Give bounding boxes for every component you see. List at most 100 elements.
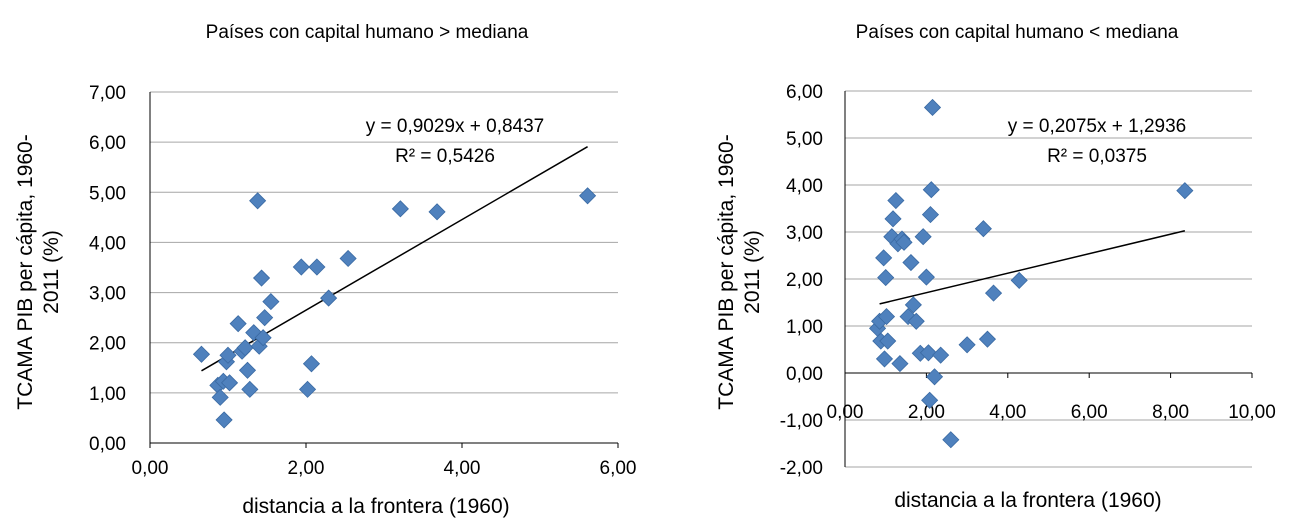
y-tick-label: 3,00 [786, 223, 823, 244]
scatter-point [220, 374, 239, 392]
y-tick-label: 4,00 [786, 176, 823, 197]
chart-right: Países con capital humano < mediana -2,0… [715, 22, 1276, 512]
y-tick-label: 7,00 [89, 83, 126, 104]
scatter-point [891, 355, 909, 373]
scatter-point [391, 200, 409, 218]
x-tick-label: 10,00 [1228, 402, 1276, 423]
scatter-point [308, 258, 326, 276]
scatter-point [887, 191, 905, 210]
chart-right-axes [844, 91, 1253, 467]
y-tick-label: 2,00 [786, 270, 823, 291]
y-tick-label: 1,00 [89, 384, 126, 405]
chart-left-y-axis-title-line2: 2011 (%) [40, 230, 63, 314]
scatter-point [219, 346, 237, 364]
scatter-point [302, 355, 321, 373]
chart-left-x-tick-labels: 0,00 2,00 4,00 6,00 [132, 458, 637, 479]
scatter-point [252, 269, 271, 287]
x-tick-label: 6,00 [600, 458, 637, 479]
scatter-point [942, 431, 960, 449]
chart-left-r-squared: R² = 0,5426 [395, 146, 495, 167]
chart-left-title: Países con capital humano > mediana [206, 22, 529, 43]
scatter-point [919, 344, 938, 362]
scatter-point [932, 346, 950, 364]
x-tick-label: 0,00 [132, 458, 169, 479]
chart-right-trendline [879, 230, 1186, 305]
y-tick-label: 5,00 [89, 183, 126, 204]
chart-right-y-axis-title-line1: TCAMA PIB per cápita, 1960- [715, 134, 738, 409]
y-tick-label: 6,00 [786, 82, 823, 103]
scatter-point [921, 206, 940, 224]
chart-right-r-squared: R² = 0,0375 [1047, 146, 1147, 167]
scatter-point [211, 388, 229, 406]
scatter-point [914, 228, 932, 246]
chart-left-points [192, 187, 597, 429]
chart-left-y-axis-title-line1: TCAMA PIB per cápita, 1960- [14, 134, 37, 409]
y-tick-label: 1,00 [786, 317, 823, 338]
x-tick-label: 4,00 [989, 402, 1026, 423]
scatter-point [292, 258, 310, 276]
chart-right-x-tick-labels: 0,00 2,00 4,00 6,00 8,00 10,00 [827, 402, 1276, 423]
trendline [879, 230, 1186, 305]
scatter-point [974, 220, 992, 238]
y-tick-label: 0,00 [786, 364, 823, 385]
x-tick-label: 2,00 [908, 402, 945, 423]
scatter-point [236, 339, 254, 357]
scatter-point [907, 312, 925, 330]
scatter-point [879, 332, 897, 350]
scatter-point [241, 380, 259, 398]
scatter-point [298, 380, 317, 398]
scatter-point [922, 181, 940, 199]
scatter-point [215, 411, 233, 429]
scatter-point [875, 350, 894, 368]
x-tick-label: 0,00 [827, 402, 864, 423]
scatter-point [902, 253, 920, 272]
scatter-point [192, 345, 211, 363]
scatter-point [875, 249, 893, 267]
scatter-point [917, 268, 935, 286]
y-tick-label: -2,00 [780, 458, 823, 479]
chart-right-title: Países con capital humano < mediana [856, 22, 1179, 43]
scatter-point [978, 330, 997, 348]
scatter-point [249, 192, 267, 210]
chart-right-y-tick-labels: -2,00 -1,00 0,00 1,00 2,00 3,00 4,00 5,00 6,00 [780, 82, 823, 479]
chart-right-y-axis-title-line2: 2011 (%) [741, 230, 764, 314]
x-tick-label: 2,00 [288, 458, 325, 479]
x-tick-label: 4,00 [444, 458, 481, 479]
scatter-point [428, 203, 446, 221]
scatter-point [254, 329, 272, 347]
scatter-point [877, 269, 895, 287]
y-tick-label: -1,00 [780, 411, 823, 432]
scatter-point [925, 368, 944, 386]
chart-right-x-axis-title: distancia a la frontera (1960) [894, 489, 1161, 512]
chart-left-trend-equation: y = 0,9029x + 0,8437 [366, 116, 545, 137]
scatter-point [320, 289, 338, 307]
chart-left-axes [149, 92, 619, 448]
scatter-point [238, 361, 257, 379]
x-tick-label: 6,00 [1071, 402, 1108, 423]
scatter-point [1010, 271, 1028, 289]
scatter-point [923, 98, 942, 117]
scatter-point [256, 309, 274, 327]
scatter-point [904, 296, 922, 314]
chart-right-points [868, 98, 1194, 449]
chart-right-trend-equation: y = 0,2075x + 1,2936 [1008, 116, 1187, 137]
scatter-point [229, 315, 247, 333]
y-tick-label: 4,00 [89, 233, 126, 254]
scatter-point [984, 284, 1003, 302]
y-tick-label: 2,00 [89, 334, 126, 355]
scatter-point [884, 210, 902, 228]
scatter-point [1176, 182, 1194, 200]
scatter-point [895, 233, 913, 251]
y-tick-label: 0,00 [89, 434, 126, 455]
scatter-point [579, 187, 597, 205]
y-tick-label: 6,00 [89, 133, 126, 154]
scatter-point [877, 308, 896, 326]
chart-left: Países con capital humano > mediana 0,00… [14, 22, 636, 518]
chart-left-gridlines [150, 91, 618, 444]
scatter-point [339, 249, 357, 268]
scatter-point [262, 293, 280, 311]
scatter-point [921, 391, 939, 409]
x-tick-label: 8,00 [1152, 402, 1189, 423]
y-tick-label: 5,00 [786, 129, 823, 150]
